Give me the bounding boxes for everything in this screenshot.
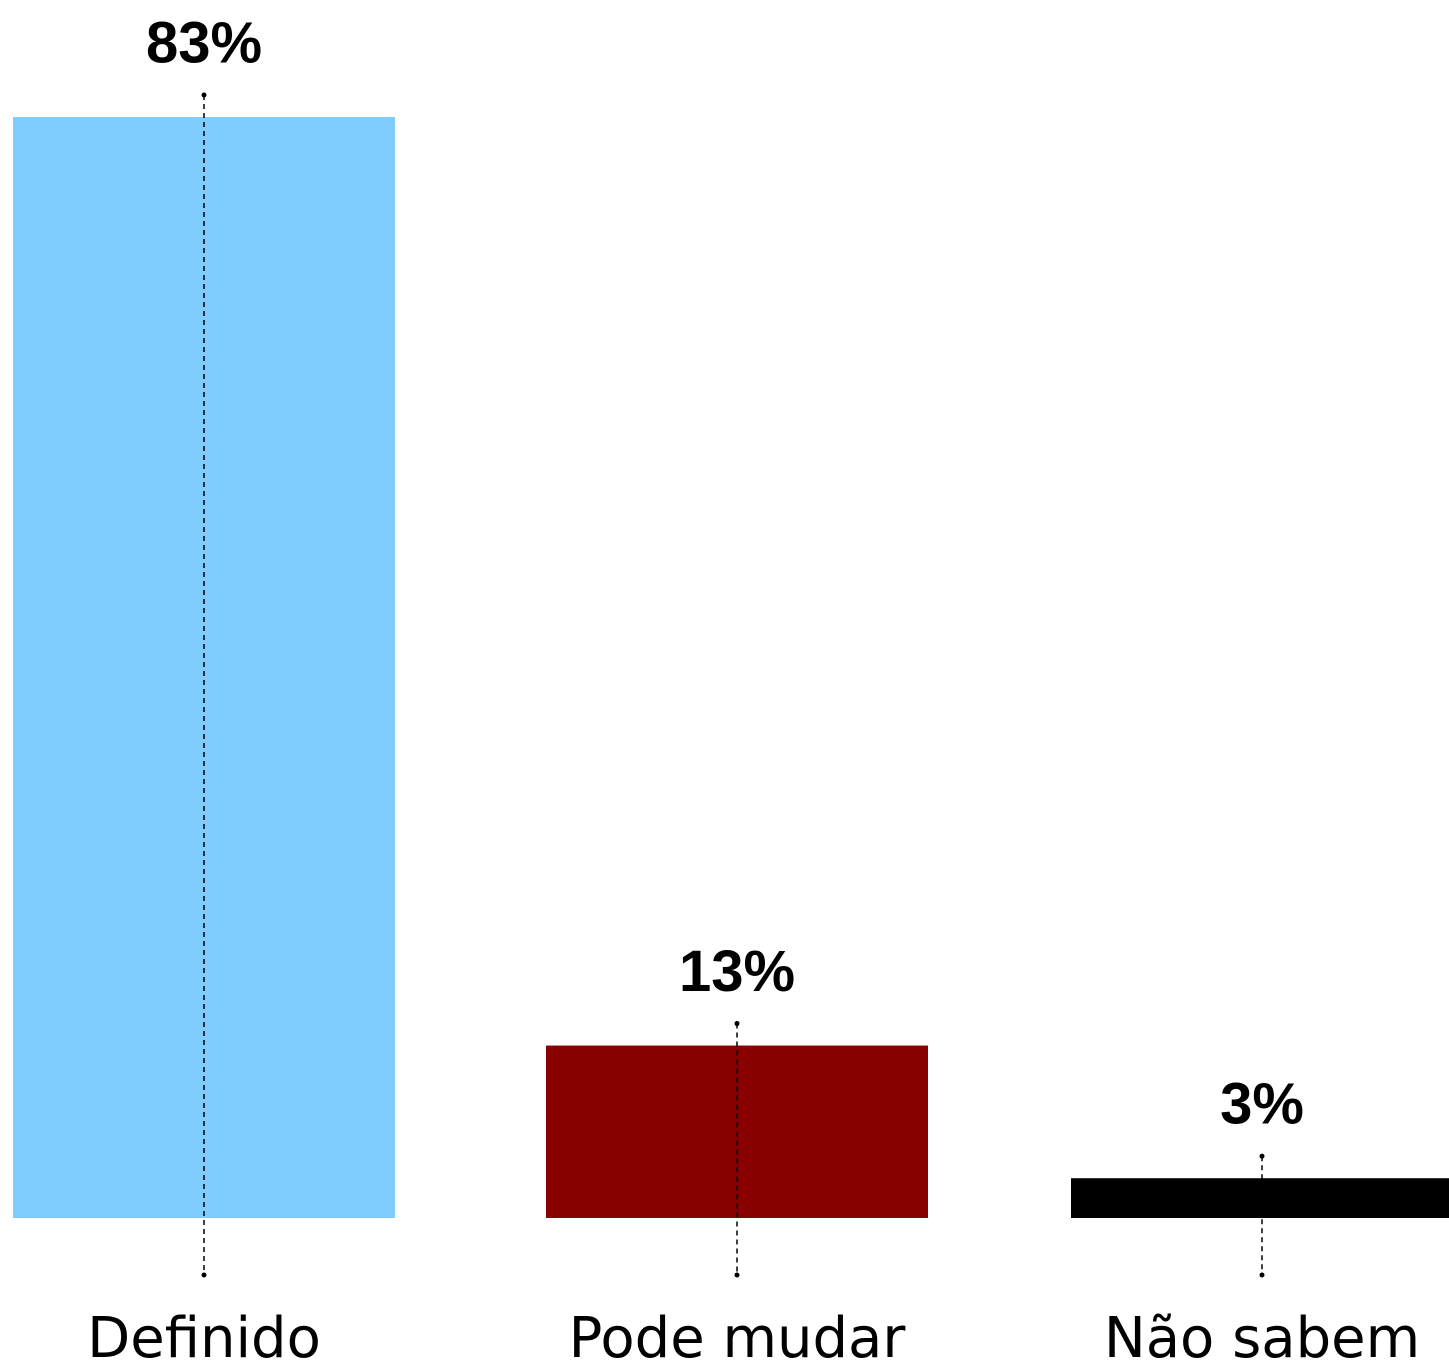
bar [1071,1178,1449,1218]
value-label: 3% [1220,1072,1304,1137]
guide-dot [201,92,207,98]
guide-dot [734,1021,740,1027]
guide-dot [201,1272,207,1278]
guide-dot [1259,1272,1265,1278]
guide-dot [734,1272,740,1278]
category-label: Não sabem [1104,1306,1420,1370]
category-label: Pode mudar [569,1306,907,1370]
value-label: 13% [679,939,795,1004]
value-label: 83% [146,10,262,75]
category-label: Definido [87,1306,321,1370]
guide-dot [1259,1153,1265,1159]
